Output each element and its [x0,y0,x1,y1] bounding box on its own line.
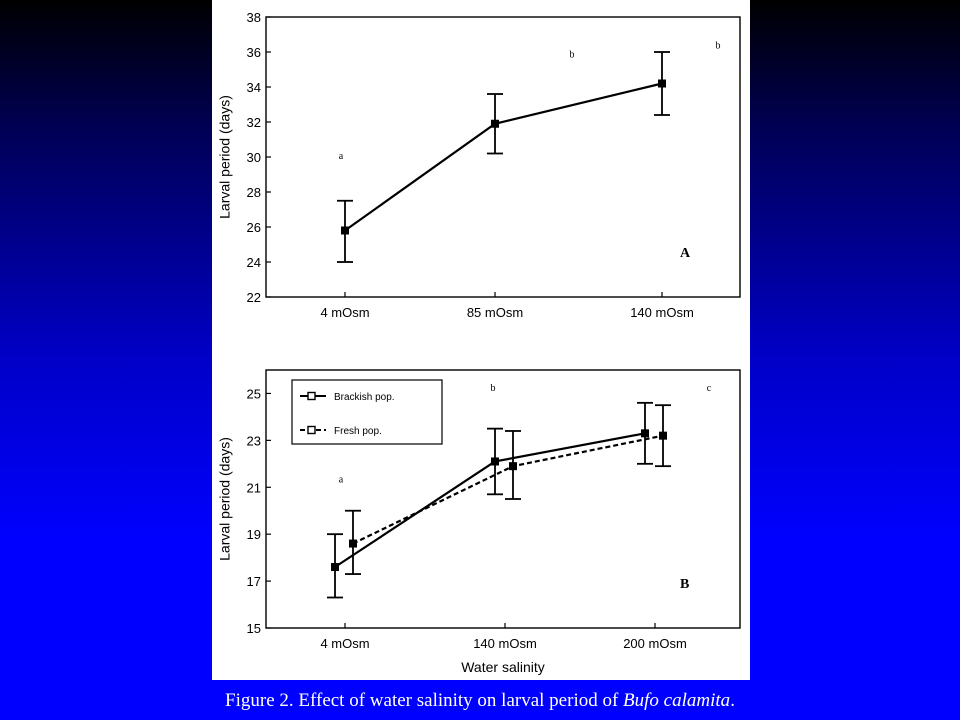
legend: Brackish pop. Fresh pop. [291,379,443,445]
x-tick-label: 140 mOsm [630,305,694,320]
y-tick-label: 26 [247,220,261,235]
data-point [341,226,349,235]
y-tick-label: 23 [247,433,261,448]
y-tick-label: 38 [247,10,261,25]
x-tick-label: 140 mOsm [473,636,537,651]
y-tick-label: 22 [247,290,261,305]
y-axis-label: Larval period (days) [217,95,233,219]
figure-svg: 22 24 26 28 30 32 34 36 38 4 mOsm 85 mOsm 140 mOsm L… [217,10,741,675]
data-point [509,462,517,471]
series-line [334,432,646,568]
legend-marker [307,425,316,435]
chart-a: 22 24 26 28 30 32 34 36 38 4 mOsm 85 mOsm 140 mOsm L… [217,10,741,320]
x-tick-label: 4 mOsm [320,636,369,651]
series-line [344,82,663,232]
legend-label: Brackish pop. [334,392,395,403]
data-point [658,79,666,88]
y-tick-label: 34 [247,80,261,95]
series-line [352,434,664,545]
caption-end: . [730,690,735,711]
data-point [659,431,667,440]
plot-frame [265,16,741,298]
significance-letter: a [339,151,344,162]
panel-label: A [680,246,691,261]
data-point [491,457,499,466]
y-tick-label: 21 [247,480,261,495]
x-axis-label: Water salinity [461,659,545,675]
y-tick-label: 32 [247,115,261,130]
significance-letter: b [716,41,721,52]
y-tick-label: 19 [247,527,261,542]
legend-label: Fresh pop. [334,426,382,437]
y-tick-label: 17 [247,574,261,589]
figure-panel: 22 24 26 28 30 32 34 36 38 4 mOsm 85 mOsm 140 mOsm L… [212,0,750,680]
y-tick-label: 15 [247,621,261,636]
legend-marker [307,391,316,401]
data-point [641,429,649,438]
y-tick-label: 30 [247,150,261,165]
significance-letter: c [707,383,712,394]
y-tick-label: 24 [247,255,261,270]
y-axis-label: Larval period (days) [217,437,233,561]
plot-frame [265,369,741,629]
figure-caption: Figure 2. Effect of water salinity on la… [0,690,960,712]
chart-b: 15 17 19 21 23 25 4 mOsm 140 mOsm 200 mOsm Larval… [217,369,741,675]
significance-letter: b [570,49,575,60]
caption-text: Figure 2. Effect of water salinity on la… [225,690,624,711]
y-tick-label: 36 [247,45,261,60]
legend-box [291,379,443,445]
significance-letter: a [339,475,344,486]
data-point [331,563,339,572]
significance-letter: b [491,383,496,394]
panel-label: B [680,577,689,592]
data-point [491,119,499,128]
y-tick-label: 25 [247,386,261,401]
x-tick-label: 85 mOsm [467,305,523,320]
caption-species: Bufo calamita [623,690,731,711]
x-tick-label: 200 mOsm [623,636,687,651]
data-point [349,539,357,548]
y-tick-label: 28 [247,185,261,200]
x-tick-label: 4 mOsm [320,305,369,320]
